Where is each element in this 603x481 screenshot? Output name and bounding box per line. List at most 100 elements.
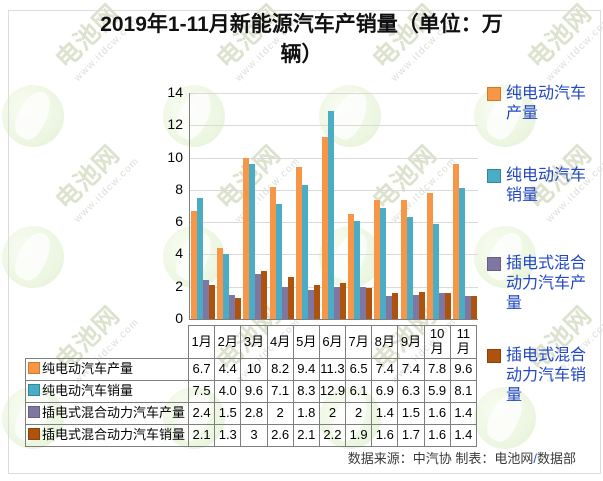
legend-item-phev-sales: 插电式混合动力汽车销量 — [487, 346, 599, 406]
cell-bev-production-1月: 6.7 — [187, 358, 216, 381]
bar-phev-sales-4月 — [287, 277, 294, 319]
bar-phev-production-5月 — [307, 290, 314, 319]
bar-bev-production-3月 — [243, 158, 250, 319]
cell-phev-sales-6月: 2.2 — [318, 424, 347, 447]
data-table: 1月 2月 3月 4月 5月 6月 7月 8月 9月 10月 11月 纯电动汽车产量 6.7 4.4 10 8… — [25, 325, 478, 447]
bar-bev-production-10月 — [426, 193, 433, 319]
table-corner-cell — [26, 326, 189, 359]
data-table-grid: 1月 2月 3月 4月 5月 6月 7月 8月 9月 10月 11月 纯电动汽车产量 6.7 4.4 10 8… — [25, 325, 478, 447]
bar-group-5月 — [295, 93, 321, 319]
bar-bev-sales-7月 — [354, 221, 361, 319]
cell-phev-sales-4月: 2.6 — [266, 424, 294, 447]
table-row-bev-production: 纯电动汽车产量 6.7 4.4 10 8.2 9.4 11.3 6.5 7.4 7.4 7.8 9.6 — [25, 358, 478, 381]
cell-phev-production-4月: 2 — [266, 402, 294, 425]
cell-bev-production-10月: 7.8 — [423, 358, 451, 381]
cell-phev-production-11月: 1.4 — [449, 402, 478, 425]
bar-bev-production-5月 — [295, 167, 302, 319]
cell-bev-sales-3月: 9.6 — [240, 380, 268, 403]
cell-bev-production-2月: 4.4 — [214, 358, 242, 381]
legend-item-bev-sales: 纯电动汽车销量 — [487, 166, 599, 206]
cell-phev-production-10月: 1.6 — [423, 402, 451, 425]
cell-bev-production-4月: 8.2 — [266, 358, 294, 381]
bar-bev-sales-5月 — [301, 185, 308, 319]
row-label-text-bev-sales: 纯电动汽车销量 — [42, 383, 134, 399]
row-label-phev-production: 插电式混合动力汽车产量 — [25, 402, 189, 425]
y-axis-tick-0: 0 — [175, 310, 183, 326]
month-header-7月: 7月 — [345, 325, 373, 359]
row-label-bev-sales: 纯电动汽车销量 — [25, 380, 189, 403]
row-marker-bev-production — [28, 362, 40, 375]
bar-bev-sales-4月 — [275, 204, 282, 319]
bar-group-7月 — [347, 93, 373, 319]
bar-phev-sales-1月 — [209, 285, 216, 319]
bar-phev-sales-10月 — [444, 293, 451, 319]
watermark-logo-circle — [2, 226, 64, 288]
bar-phev-sales-2月 — [235, 298, 242, 319]
row-marker-phev-production — [28, 406, 40, 419]
y-axis-tick-10: 10 — [167, 148, 183, 165]
cell-bev-sales-11月: 8.1 — [449, 380, 478, 403]
cell-phev-production-5月: 1.8 — [292, 402, 320, 425]
table-header-row: 1月 2月 3月 4月 5月 6月 7月 8月 9月 10月 11月 — [26, 325, 478, 359]
month-header-3月: 3月 — [240, 325, 268, 359]
cell-phev-production-1月: 2.4 — [187, 402, 216, 425]
cell-phev-sales-2月: 1.3 — [214, 424, 242, 447]
bar-phev-production-10月 — [438, 293, 445, 319]
legend-marker-phev-production — [487, 257, 501, 271]
bar-bev-sales-2月 — [223, 254, 230, 319]
bar-bev-production-1月 — [191, 211, 198, 319]
month-header-4月: 4月 — [266, 325, 294, 359]
row-label-phev-sales: 插电式混合动力汽车销量 — [25, 424, 189, 447]
month-header-9月: 9月 — [397, 325, 425, 359]
source-text: 数据来源：中汽协 制表：电池网 — [347, 451, 534, 466]
bar-phev-sales-8月 — [392, 293, 399, 319]
row-label-text-phev-production: 插电式混合动力汽车产量 — [42, 405, 186, 421]
cell-bev-production-9月: 7.4 — [397, 358, 425, 381]
bar-bev-sales-8月 — [380, 208, 387, 319]
bar-phev-production-6月 — [334, 287, 341, 319]
bar-bev-production-8月 — [374, 200, 381, 319]
month-header-8月: 8月 — [371, 325, 399, 359]
cell-bev-production-3月: 10 — [240, 358, 268, 381]
bar-phev-sales-3月 — [261, 271, 268, 319]
cell-bev-sales-9月: 6.3 — [397, 380, 425, 403]
bar-phev-production-11月 — [464, 296, 471, 319]
cell-bev-production-5月: 9.4 — [292, 358, 320, 381]
cell-bev-sales-2月: 4.0 — [214, 380, 242, 403]
cell-phev-sales-5月: 2.1 — [292, 424, 320, 447]
legend-item-bev-production: 纯电动汽车产量 — [487, 84, 599, 124]
legend-label-phev-sales: 插电式混合动力汽车销量 — [506, 347, 587, 404]
bar-bev-sales-1月 — [197, 198, 204, 319]
bar-bev-production-4月 — [269, 187, 276, 319]
bar-phev-sales-5月 — [313, 285, 320, 319]
legend-marker-bev-production — [487, 87, 501, 101]
row-marker-phev-sales — [28, 428, 40, 441]
table-row-phev-production: 插电式混合动力汽车产量 2.4 1.5 2.8 2 1.8 2 2 1.4 1.5 1.6 1.4 — [25, 402, 478, 425]
bar-phev-production-3月 — [255, 274, 262, 319]
cell-bev-sales-4月: 7.1 — [266, 380, 294, 403]
legend-marker-phev-sales — [487, 349, 501, 363]
watermark-logo-circle — [2, 85, 64, 147]
bar-groups — [190, 93, 478, 319]
y-axis-tick-8: 8 — [175, 180, 183, 197]
bar-group-4月 — [269, 93, 295, 319]
source-slash: / — [533, 451, 537, 466]
watermark-logo-circle — [474, 85, 536, 147]
bar-phev-production-1月 — [203, 280, 210, 319]
bar-phev-sales-6月 — [340, 283, 347, 319]
bar-group-9月 — [400, 93, 426, 319]
month-header-6月: 6月 — [318, 325, 347, 359]
cell-phev-production-9月: 1.5 — [397, 402, 425, 425]
source-dept: 数据部 — [536, 451, 576, 466]
cell-bev-production-6月: 11.3 — [318, 358, 347, 381]
bar-bev-sales-11月 — [458, 188, 465, 319]
bar-bev-production-9月 — [400, 200, 407, 319]
cell-bev-sales-1月: 7.5 — [187, 380, 216, 403]
y-axis-tick-12: 12 — [167, 116, 183, 133]
cell-bev-production-7月: 6.5 — [345, 358, 373, 381]
bar-bev-sales-10月 — [432, 224, 439, 319]
bar-phev-production-8月 — [386, 296, 393, 319]
cell-bev-sales-5月: 8.3 — [292, 380, 320, 403]
